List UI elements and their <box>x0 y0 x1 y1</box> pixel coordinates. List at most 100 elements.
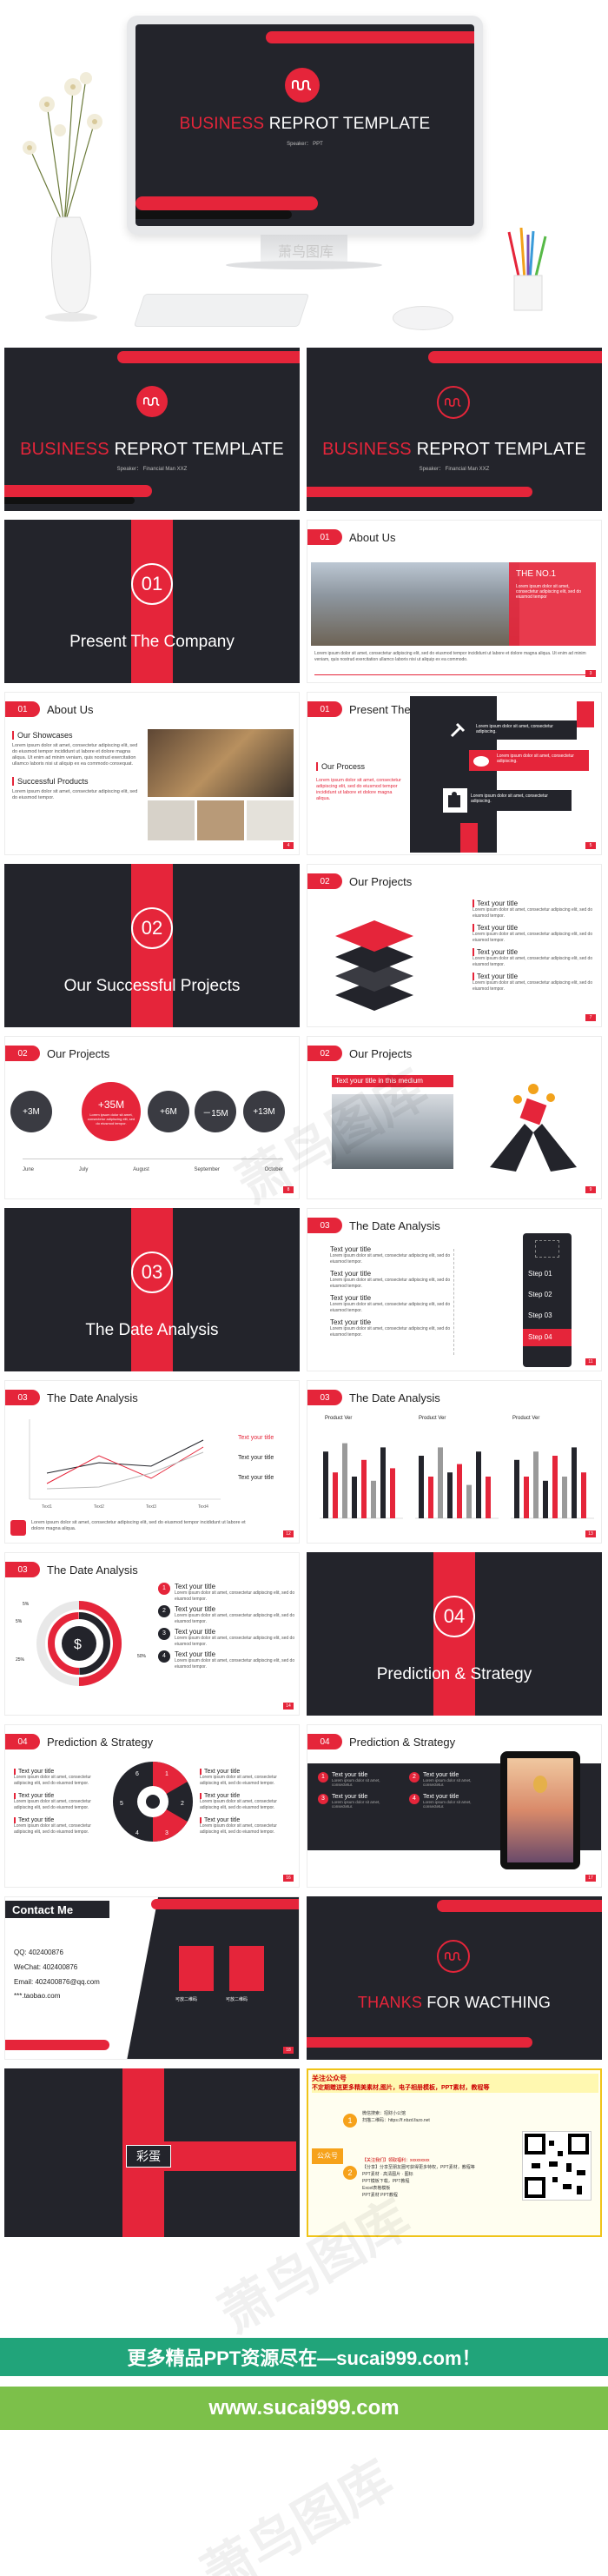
cover-bottom-bar <box>307 487 532 497</box>
cover-bottom-dark-bar <box>4 497 135 504</box>
stacked-layers-icon <box>335 920 413 1011</box>
month-label: October <box>264 1167 283 1172</box>
monitor-stand <box>261 235 347 262</box>
slide-date-analysis-line: 03 The Date Analysis Text1 Text2 Text3 Te… <box>4 1380 300 1544</box>
cover-subtitle: Speaker： Financial Man XXZ <box>116 467 188 472</box>
promo-line: 【关注我们】领取福利：xxxxxxxxx <box>362 2158 430 2163</box>
promo-subtitle: 不定期赠送更多精美素材,图片，电子相册模板，PPT素材，教程等 <box>312 2085 490 2091</box>
promo-line: 【分享】分享至朋友圈可获得更多特权，PPT素材，教程等 <box>362 2165 475 2170</box>
bar <box>380 1447 386 1518</box>
slide-cover-alt: BUSINESS REPROT TEMPLATE Speaker： Financ… <box>307 348 602 511</box>
strategy-wheel: 1 2 3 4 5 6 <box>113 1762 193 1842</box>
egg-strip-top <box>122 2068 164 2141</box>
bar <box>581 1472 586 1518</box>
products-heading: Successful Products <box>12 776 142 786</box>
item-text: Lorem ipsum dolor sit amet, consectetur. <box>332 1778 380 1787</box>
item-title: Text your title <box>175 1628 216 1636</box>
bar <box>457 1464 462 1518</box>
bottom-red-bar <box>135 196 318 210</box>
contact-title: Contact Me <box>5 1901 109 1918</box>
strategy-item-title: Text your title <box>14 1769 109 1775</box>
legend-item: Text your title <box>238 1435 274 1441</box>
metric-circle: +3M <box>10 1091 52 1132</box>
divider <box>314 674 594 675</box>
cover-bottom-bar <box>4 485 152 497</box>
header-number: 02 <box>307 1046 342 1061</box>
header-title: The Date Analysis <box>349 1218 440 1232</box>
slide-section-03: 03 The Date Analysis <box>4 1208 300 1371</box>
item-title: Text your title <box>175 1605 216 1613</box>
bar <box>419 1456 424 1518</box>
wheel-label: 1 <box>165 1771 169 1777</box>
badge-text: Lorem ipsum dolor sit amet, consectetur … <box>516 584 582 600</box>
highlight-box: THE NO.1 Lorem ipsum dolor sit amet, con… <box>509 562 596 646</box>
grid-item: 3 Text your title Lorem ipsum dolor sit am… <box>318 1794 400 1809</box>
page-number: 14 <box>283 1703 294 1710</box>
slide-section-04: 04 Prediction & Strategy <box>307 1552 602 1716</box>
banner-label: Text your title in this medium <box>332 1075 453 1087</box>
slide-header: 01 About Us <box>5 701 93 717</box>
page-number: 11 <box>585 1358 596 1365</box>
bar <box>390 1468 395 1518</box>
strategy-list-right: Text your title Lorem ipsum dolor sit ame… <box>200 1769 295 1835</box>
slide-date-analysis-bars: 03 The Date Analysis Product Ver Product … <box>307 1380 602 1544</box>
header-number: 03 <box>5 1562 40 1577</box>
metric-text: Lorem ipsum dolor sit amet, consectetur … <box>87 1112 135 1125</box>
cover-top-bar <box>117 351 300 363</box>
promo-step-2-text: 【关注我们】领取福利：xxxxxxxxx 【分享】分享至朋友圈可获得更多特权，P… <box>362 2157 519 2199</box>
slide-header: 03 The Date Analysis <box>307 1390 440 1405</box>
item-title: Text your title <box>332 1772 368 1778</box>
product-image-2 <box>197 800 244 840</box>
slide-header: 03 The Date Analysis <box>307 1218 440 1233</box>
caption-text: Lorem ipsum dolor sit amet, consectetur … <box>314 651 586 662</box>
project-item: Text your title Lorem ipsum dolor sit ame… <box>473 924 594 943</box>
accent-block <box>577 701 594 727</box>
page-number: 4 <box>283 842 294 849</box>
section-number: 03 <box>131 1251 173 1293</box>
keyboard-image <box>133 294 310 327</box>
header-number: 01 <box>307 701 342 717</box>
promo-step-1: 1 <box>343 2114 357 2128</box>
project-item-title: Text your title <box>473 948 594 956</box>
item-title: Text your title <box>175 1650 216 1658</box>
series-line-gray <box>46 1451 204 1490</box>
cover-subtitle: Speaker： Financial Man XXZ <box>419 467 490 472</box>
analysis-item-text: Lorem ipsum dolor sit amet, consectetur … <box>330 1253 451 1265</box>
footer-website-banner[interactable]: www.sucai999.com <box>0 2387 608 2430</box>
numbered-item: 2 Text your title Lorem ipsum dolor sit am… <box>158 1605 297 1624</box>
project-item-title: Text your title <box>473 924 594 932</box>
contact-details: QQ: 402400876 WeChat: 402400876 Email: 4… <box>14 1946 100 2004</box>
analysis-list: Text your title Lorem ipsum dolor sit ame… <box>330 1245 452 1338</box>
promo-line: 微信搜索：招财小公馆 <box>362 2111 406 2116</box>
flower-vase-image <box>12 52 116 330</box>
steps-icon <box>535 1240 559 1258</box>
percent-label: 25% <box>16 1657 25 1663</box>
legend-item: Text your title <box>238 1475 274 1481</box>
series-line-red <box>46 1446 204 1484</box>
slide-about-us: 01 About Us THE NO.1 Lorem ipsum dolor si… <box>307 520 602 683</box>
contact-website[interactable]: ***.taobao.com <box>14 1992 61 2001</box>
item-title: Text your title <box>423 1794 459 1800</box>
brand-logo-icon <box>437 386 470 419</box>
bar <box>486 1477 491 1518</box>
analysis-item-text: Lorem ipsum dolor sit amet, consectetur … <box>330 1326 451 1338</box>
hero-subtitle: Speaker： PPT <box>287 142 323 147</box>
percent-label: 5% <box>23 1602 30 1607</box>
footer-promo-banner[interactable]: 更多精品PPT资源尽在—sucai999.com！ <box>0 2338 608 2376</box>
bar <box>514 1459 519 1518</box>
tools-icon <box>445 717 471 743</box>
numbered-item: 4 Text your title Lorem ipsum dolor sit am… <box>158 1650 297 1670</box>
strategy-item: Text your title Lorem ipsum dolor sit ame… <box>200 1793 295 1810</box>
section-number: 04 <box>433 1596 475 1637</box>
workspace-image <box>148 729 294 797</box>
item-number: 3 <box>158 1628 170 1640</box>
slide-prediction-tablet: 04 Prediction & Strategy 1 Text your title… <box>307 1724 602 1888</box>
egg-label: 彩蛋 <box>126 2145 171 2168</box>
strategy-item: Text your title Lorem ipsum dolor sit ame… <box>14 1817 109 1835</box>
slide-section-02: 02 Our Successful Projects <box>4 864 300 1027</box>
step-label-active: Step 04 <box>523 1329 572 1346</box>
contact-email[interactable]: Email: 402400876@qq.com <box>14 1977 100 1986</box>
slide-date-analysis-steps: 03 The Date Analysis Text your title Lorem… <box>307 1208 602 1371</box>
process-step-3: Lorem ipsum dolor sit amet, consectetur … <box>467 790 572 811</box>
wheel-label: 3 <box>165 1830 169 1836</box>
